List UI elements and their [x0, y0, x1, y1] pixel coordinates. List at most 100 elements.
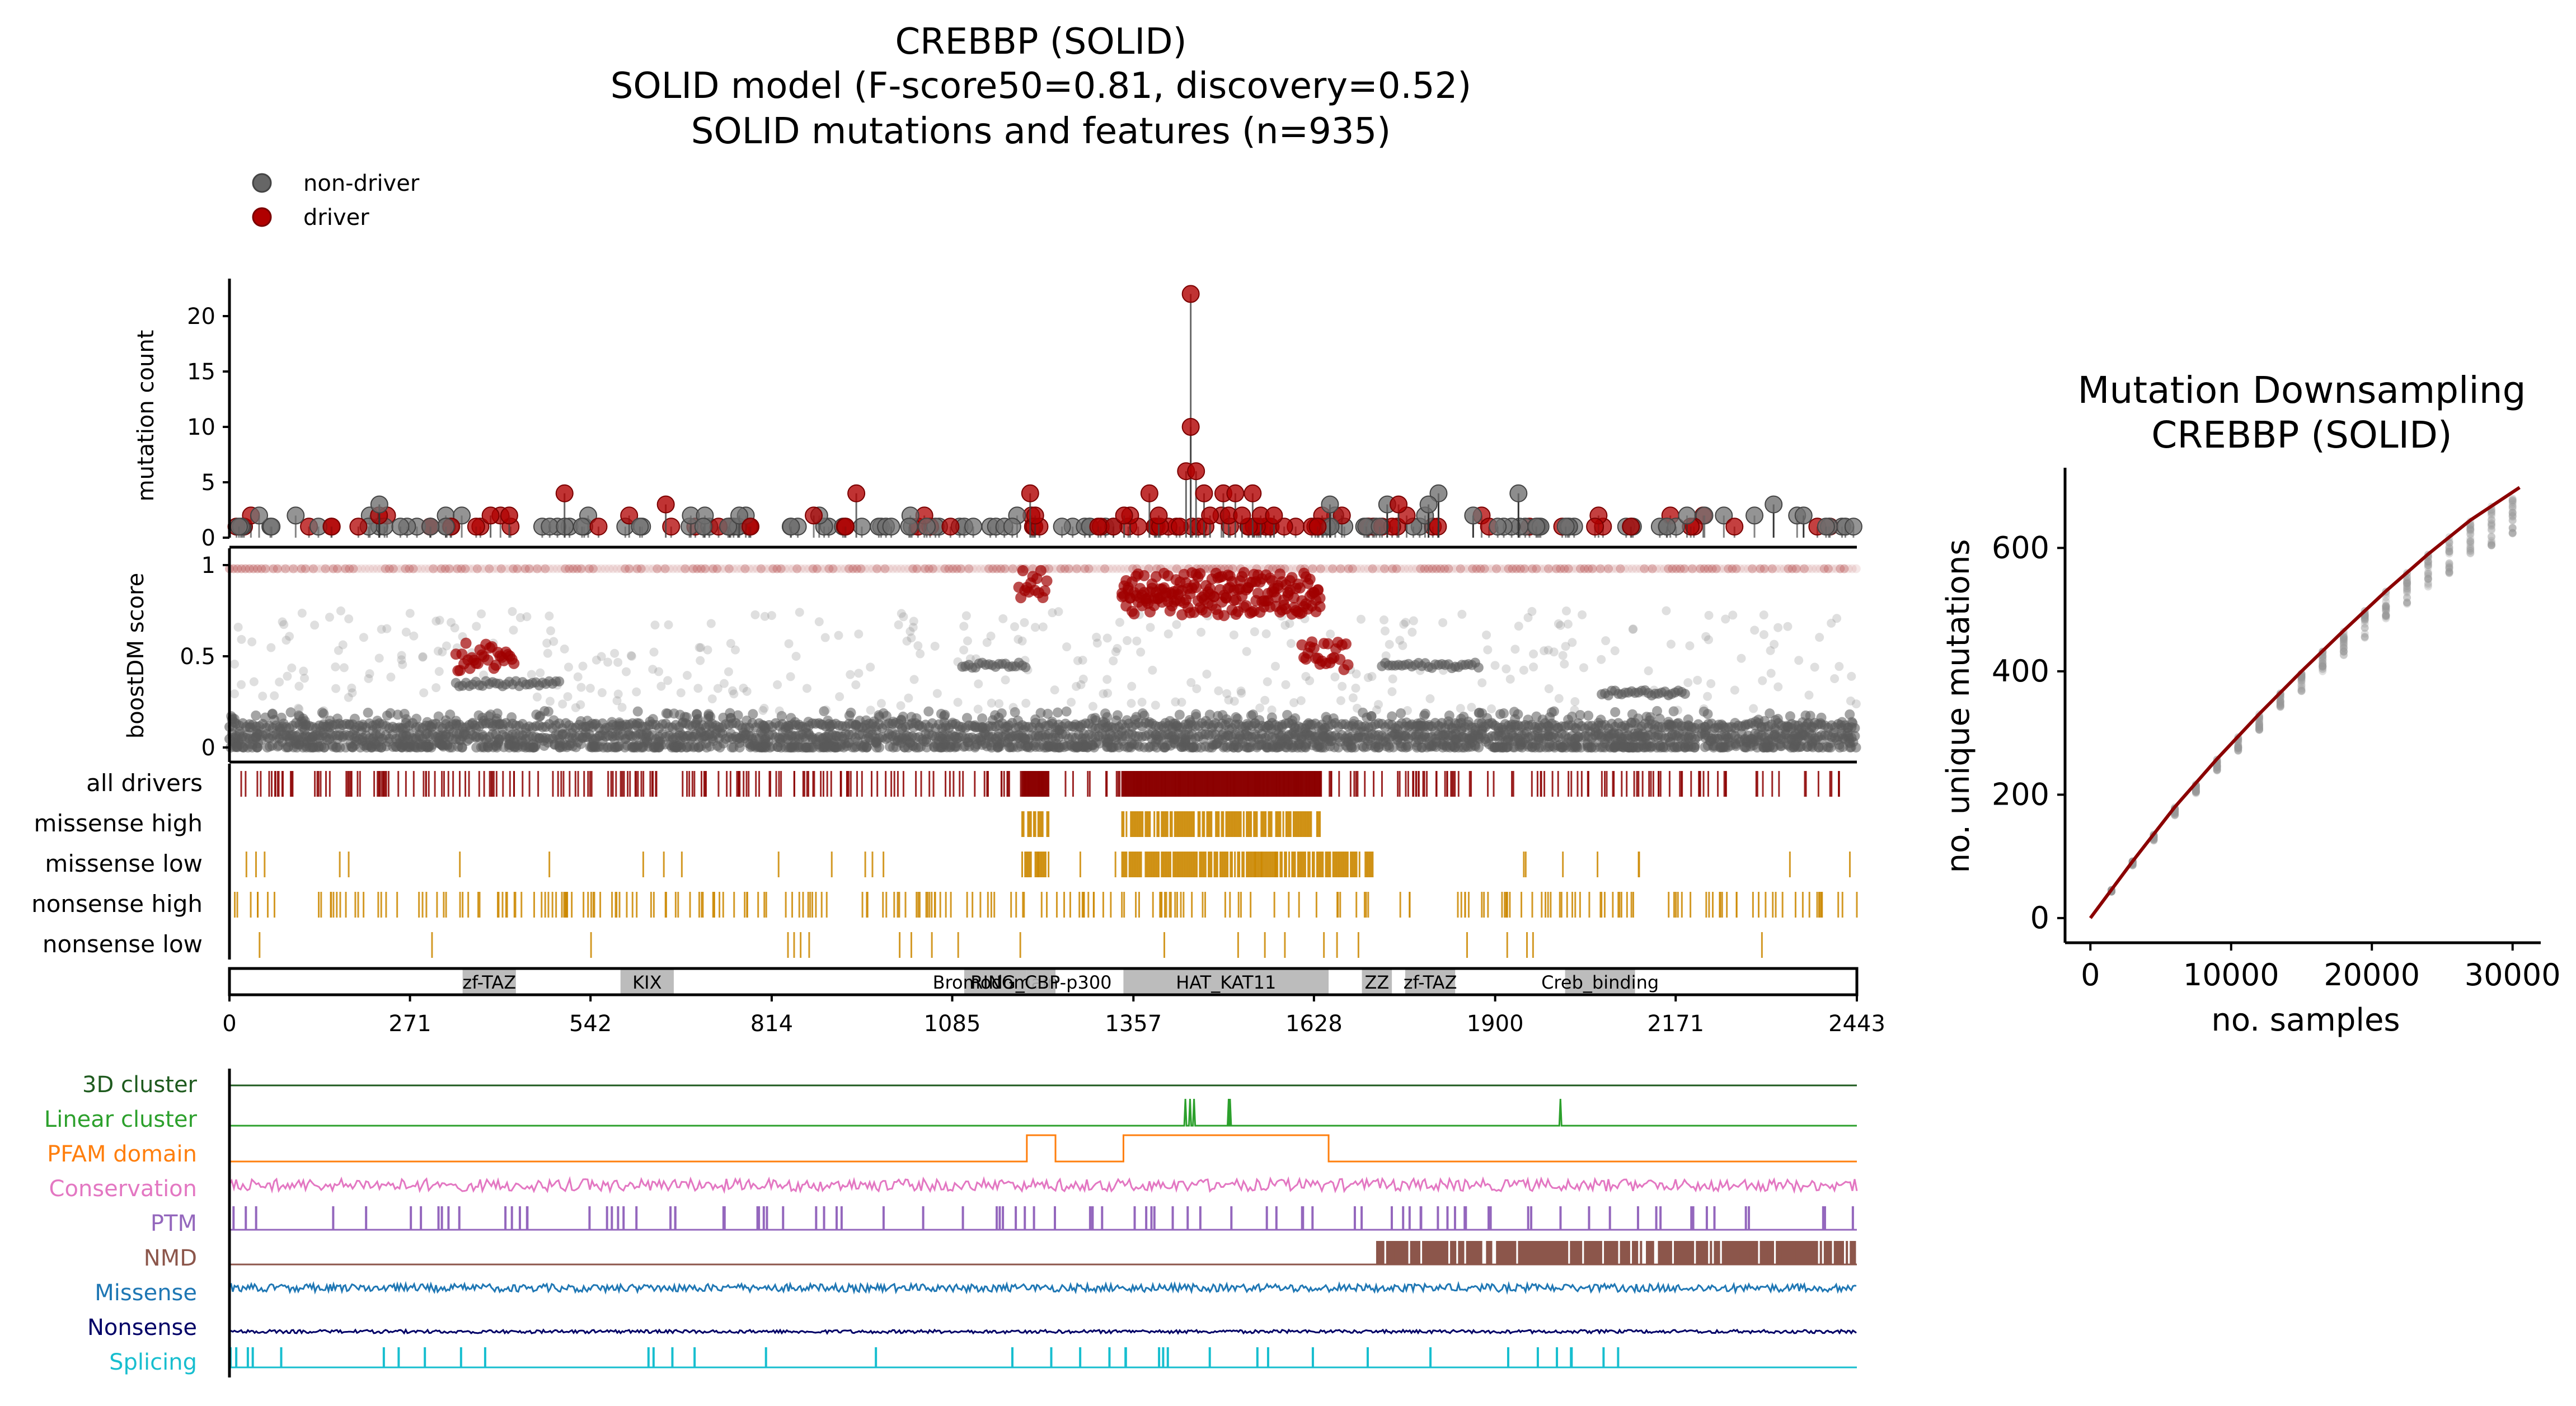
non-driver-point: [1673, 706, 1682, 715]
non-driver-point: [1444, 710, 1454, 721]
non-driver-point: [1321, 495, 1339, 514]
non-driver-point: [1103, 688, 1113, 698]
non-driver-point: [573, 518, 592, 536]
non-driver-point: [1766, 669, 1776, 678]
non-driver-point: [936, 708, 946, 719]
non-driver-point: [398, 740, 409, 750]
non-driver-point: [336, 606, 345, 615]
non-driver-point: [961, 611, 971, 620]
non-driver-point: [713, 684, 722, 693]
non-driver-point: [348, 742, 358, 753]
non-driver-point: [364, 674, 373, 683]
non-driver-point: [1765, 495, 1783, 514]
driver-point: [656, 495, 675, 514]
driver-point: [1226, 484, 1245, 502]
non-driver-point: [1679, 689, 1690, 699]
non-driver-point: [1109, 656, 1118, 666]
non-driver-point: [1490, 661, 1500, 670]
non-driver-point: [1399, 619, 1409, 629]
non-driver-point: [453, 506, 471, 525]
non-driver-point: [543, 648, 552, 658]
driver-point: [1194, 568, 1206, 580]
non-driver-point: [539, 741, 550, 751]
non-driver-point: [1832, 614, 1842, 623]
non-driver-point: [1050, 685, 1059, 695]
non-driver-point: [773, 680, 782, 689]
non-driver-point: [508, 606, 517, 616]
non-driver-point: [612, 696, 622, 706]
driver-point: [1172, 584, 1184, 595]
non-driver-point: [1693, 675, 1702, 685]
non-driver-point: [1281, 680, 1291, 689]
non-driver-point: [1459, 742, 1470, 753]
non-driver-point: [786, 672, 795, 681]
non-driver-point: [729, 689, 739, 699]
non-driver-point: [1544, 684, 1554, 694]
non-driver-point: [1749, 704, 1758, 713]
driver-point: [1089, 518, 1108, 536]
non-driver-point: [1477, 678, 1487, 688]
non-driver-point: [758, 706, 768, 715]
non-driver-point: [1715, 506, 1733, 525]
non-driver-point: [784, 639, 794, 648]
non-driver-point: [1806, 741, 1817, 751]
non-driver-point: [897, 609, 906, 618]
non-driver-point: [730, 645, 740, 655]
non-driver-point: [279, 620, 289, 629]
non-driver-point: [1794, 656, 1804, 665]
driver-point: [1275, 518, 1293, 536]
driver-point: [1115, 506, 1133, 525]
non-driver-point: [1250, 627, 1259, 637]
driver-point: [620, 506, 639, 525]
non-driver-point: [613, 741, 623, 752]
non-driver-point: [1137, 698, 1147, 707]
driver-point: [1284, 585, 1296, 596]
non-driver-point: [1540, 646, 1549, 656]
non-driver-point: [650, 620, 660, 630]
non-driver-point: [1583, 711, 1594, 721]
non-driver-point: [1704, 635, 1714, 645]
non-driver-point: [613, 689, 623, 699]
non-driver-point: [447, 618, 456, 627]
non-driver-point: [1092, 632, 1101, 642]
non-driver-point: [648, 665, 658, 674]
driver-point: [481, 506, 500, 525]
non-driver-point: [434, 667, 444, 676]
non-driver-point: [1078, 674, 1088, 684]
non-driver-point: [673, 740, 683, 751]
non-driver-point: [994, 699, 1004, 708]
non-driver-point: [776, 711, 787, 721]
non-driver-point: [1529, 662, 1538, 672]
non-driver-point: [1597, 742, 1608, 753]
non-driver-point: [230, 689, 240, 699]
non-driver-point: [1662, 606, 1671, 615]
non-driver-point: [804, 742, 815, 753]
non-driver-point: [1572, 742, 1583, 753]
non-driver-point: [1556, 620, 1565, 630]
non-driver-point: [237, 680, 246, 689]
non-driver-point: [1750, 626, 1759, 635]
non-driver-point: [1372, 705, 1381, 714]
non-driver-point: [1078, 655, 1087, 665]
non-driver-point: [998, 614, 1008, 623]
non-driver-point: [258, 692, 268, 701]
non-driver-point: [1502, 664, 1511, 674]
non-driver-point: [866, 662, 875, 672]
non-driver-point: [963, 636, 972, 646]
non-driver-point: [535, 711, 546, 721]
non-driver-point: [706, 619, 716, 628]
non-driver-point: [1010, 622, 1020, 632]
non-driver-point: [649, 647, 659, 657]
non-driver-point: [249, 677, 259, 686]
non-driver-point: [951, 741, 962, 752]
non-driver-point: [1706, 679, 1716, 688]
driver-point: [1224, 581, 1236, 593]
non-driver-point: [701, 742, 712, 753]
non-driver-point: [334, 646, 343, 655]
non-driver-point: [1426, 741, 1437, 752]
non-driver-point: [299, 666, 308, 676]
non-driver-point: [1847, 671, 1856, 681]
non-driver-point: [1554, 619, 1563, 628]
non-driver-point: [1467, 703, 1476, 712]
non-driver-point: [1618, 742, 1629, 753]
